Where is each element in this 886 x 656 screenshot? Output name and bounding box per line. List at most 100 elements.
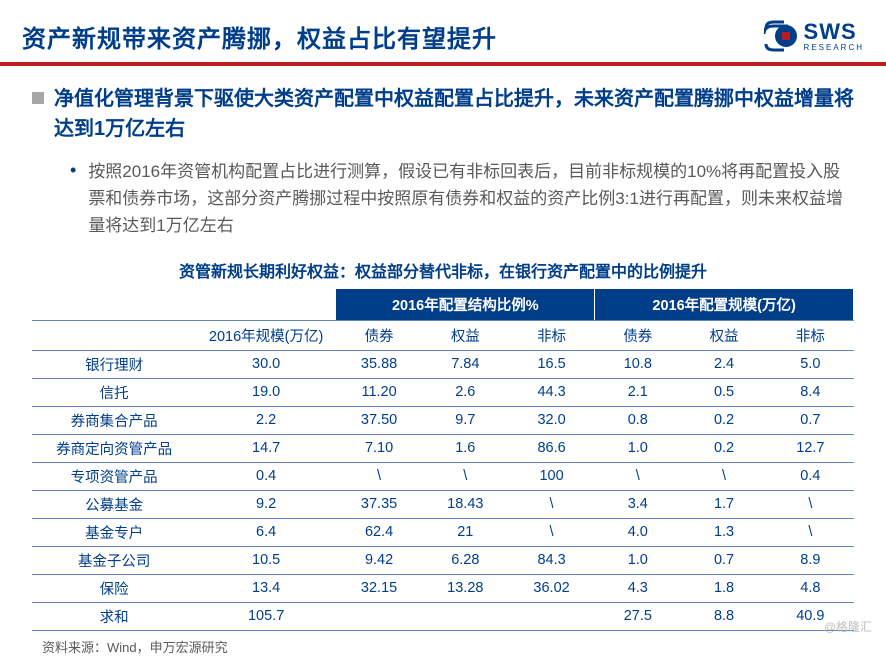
data-cell: 1.8 bbox=[681, 574, 767, 602]
data-cell: 7.10 bbox=[336, 434, 422, 462]
data-cell: \ bbox=[336, 462, 422, 490]
data-cell: 0.4 bbox=[196, 462, 336, 490]
data-cell: 12.7 bbox=[767, 434, 853, 462]
table-row: 求和105.727.58.840.9 bbox=[32, 602, 854, 630]
logo-text: SWS bbox=[804, 21, 864, 43]
data-cell: 4.0 bbox=[595, 518, 681, 546]
logo-subtext: RESEARCH bbox=[804, 43, 864, 52]
data-cell bbox=[508, 602, 594, 630]
col-bond1: 债券 bbox=[336, 320, 422, 350]
data-cell: 4.8 bbox=[767, 574, 853, 602]
data-cell: 0.8 bbox=[595, 406, 681, 434]
data-cell: 7.84 bbox=[422, 350, 508, 378]
table-title: 资管新规长期利好权益：权益部分替代非标，在银行资产配置中的比例提升 bbox=[32, 258, 854, 282]
col-equity2: 权益 bbox=[681, 320, 767, 350]
table-group-header: 2016年配置结构比例% 2016年配置规模(万亿) bbox=[32, 288, 854, 320]
data-cell: 37.50 bbox=[336, 406, 422, 434]
table-row: 专项资管产品0.4\\100\\0.4 bbox=[32, 462, 854, 490]
data-cell: 86.6 bbox=[508, 434, 594, 462]
data-cell: 30.0 bbox=[196, 350, 336, 378]
table-row: 券商定向资管产品14.77.101.686.61.00.212.7 bbox=[32, 434, 854, 462]
slide-title: 资产新规带来资产腾挪，权益占比有望提升 bbox=[22, 19, 497, 54]
blank-header bbox=[32, 288, 196, 320]
content-area: 净值化管理背景下驱使大类资产配置中权益配置占比提升，未来资产配置腾挪中权益增量将… bbox=[0, 66, 886, 656]
data-cell: 4.3 bbox=[595, 574, 681, 602]
data-cell: \ bbox=[595, 462, 681, 490]
data-cell: 0.7 bbox=[767, 406, 853, 434]
data-cell: \ bbox=[508, 518, 594, 546]
row-label-cell: 券商集合产品 bbox=[32, 406, 196, 434]
row-label-cell: 券商定向资管产品 bbox=[32, 434, 196, 462]
sws-logo: SWS RESEARCH bbox=[764, 18, 864, 54]
table-row: 保险13.432.1513.2836.024.31.84.8 bbox=[32, 574, 854, 602]
data-cell: 9.2 bbox=[196, 490, 336, 518]
data-cell: 105.7 bbox=[196, 602, 336, 630]
data-cell: 10.8 bbox=[595, 350, 681, 378]
data-cell: 9.42 bbox=[336, 546, 422, 574]
data-cell: 13.28 bbox=[422, 574, 508, 602]
data-cell: \ bbox=[422, 462, 508, 490]
col-nonstd2: 非标 bbox=[767, 320, 853, 350]
data-cell: 1.6 bbox=[422, 434, 508, 462]
row-label-cell: 公募基金 bbox=[32, 490, 196, 518]
data-cell: 1.3 bbox=[681, 518, 767, 546]
data-cell: 21 bbox=[422, 518, 508, 546]
main-bullet-row: 净值化管理背景下驱使大类资产配置中权益配置占比提升，未来资产配置腾挪中权益增量将… bbox=[32, 84, 854, 144]
data-cell: \ bbox=[767, 490, 853, 518]
data-cell: 10.5 bbox=[196, 546, 336, 574]
data-cell: 1.0 bbox=[595, 546, 681, 574]
data-cell: 35.88 bbox=[336, 350, 422, 378]
slide-header: 资产新规带来资产腾挪，权益占比有望提升 SWS RESEARCH bbox=[0, 0, 886, 62]
data-cell: 84.3 bbox=[508, 546, 594, 574]
table-body: 银行理财30.035.887.8416.510.82.45.0信托19.011.… bbox=[32, 350, 854, 630]
data-cell: \ bbox=[681, 462, 767, 490]
data-cell: \ bbox=[767, 518, 853, 546]
sub-bullet-text: 按照2016年资管机构配置占比进行测算，假设已有非标回表后，目前非标规模的10%… bbox=[88, 158, 854, 240]
data-cell: 8.8 bbox=[681, 602, 767, 630]
data-cell: 0.2 bbox=[681, 434, 767, 462]
table-row: 银行理财30.035.887.8416.510.82.45.0 bbox=[32, 350, 854, 378]
data-cell: 6.28 bbox=[422, 546, 508, 574]
data-cell: 19.0 bbox=[196, 378, 336, 406]
table-row: 基金专户6.462.421\4.01.3\ bbox=[32, 518, 854, 546]
data-cell: 5.0 bbox=[767, 350, 853, 378]
data-cell bbox=[422, 602, 508, 630]
data-cell: 13.4 bbox=[196, 574, 336, 602]
data-cell: 32.15 bbox=[336, 574, 422, 602]
dot-bullet-icon: • bbox=[70, 160, 76, 182]
blank-header bbox=[196, 288, 336, 320]
logo-icon bbox=[764, 18, 800, 54]
table-row: 券商集合产品2.237.509.732.00.80.20.7 bbox=[32, 406, 854, 434]
data-cell: 0.4 bbox=[767, 462, 853, 490]
table-row: 信托19.011.202.644.32.10.58.4 bbox=[32, 378, 854, 406]
data-cell: 44.3 bbox=[508, 378, 594, 406]
data-cell: 0.5 bbox=[681, 378, 767, 406]
data-cell: 14.7 bbox=[196, 434, 336, 462]
group-header-ratio: 2016年配置结构比例% bbox=[336, 288, 595, 320]
data-cell: 1.0 bbox=[595, 434, 681, 462]
col-scale: 2016年规模(万亿) bbox=[196, 320, 336, 350]
data-cell: 6.4 bbox=[196, 518, 336, 546]
watermark: @格隆汇 bbox=[824, 618, 872, 635]
data-cell: 1.7 bbox=[681, 490, 767, 518]
data-cell: 8.9 bbox=[767, 546, 853, 574]
data-cell: 2.6 bbox=[422, 378, 508, 406]
main-bullet-text: 净值化管理背景下驱使大类资产配置中权益配置占比提升，未来资产配置腾挪中权益增量将… bbox=[54, 84, 854, 144]
data-cell: 27.5 bbox=[595, 602, 681, 630]
table-row: 公募基金9.237.3518.43\3.41.7\ bbox=[32, 490, 854, 518]
col-nonstd1: 非标 bbox=[508, 320, 594, 350]
col-bond2: 债券 bbox=[595, 320, 681, 350]
data-cell: 2.2 bbox=[196, 406, 336, 434]
data-cell: 62.4 bbox=[336, 518, 422, 546]
sub-bullet-row: • 按照2016年资管机构配置占比进行测算，假设已有非标回表后，目前非标规模的1… bbox=[70, 158, 854, 240]
logo-text-block: SWS RESEARCH bbox=[804, 21, 864, 52]
row-label-cell: 基金子公司 bbox=[32, 546, 196, 574]
row-label-cell: 信托 bbox=[32, 378, 196, 406]
data-cell: 18.43 bbox=[422, 490, 508, 518]
allocation-table: 2016年配置结构比例% 2016年配置规模(万亿) 2016年规模(万亿) 债… bbox=[32, 288, 854, 631]
data-cell: 2.4 bbox=[681, 350, 767, 378]
data-cell: 37.35 bbox=[336, 490, 422, 518]
data-cell: 16.5 bbox=[508, 350, 594, 378]
data-cell: 32.0 bbox=[508, 406, 594, 434]
data-cell: 0.2 bbox=[681, 406, 767, 434]
